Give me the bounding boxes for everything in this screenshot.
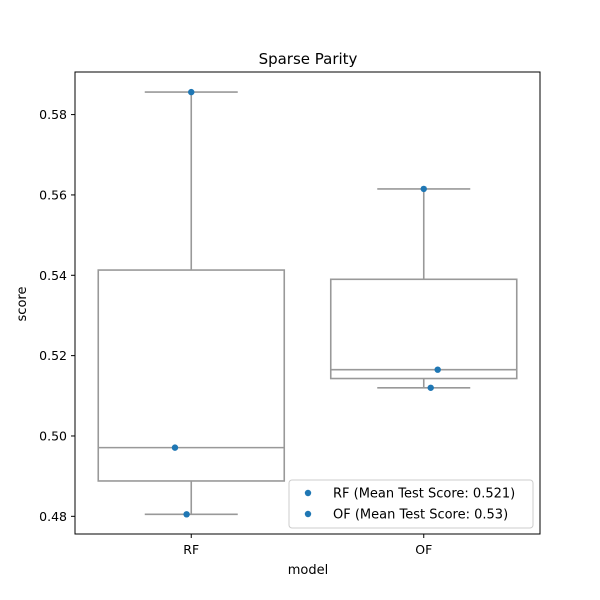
- data-point-rf-1: [171, 444, 179, 451]
- x-tick-label-rf: RF: [183, 542, 199, 557]
- x-axis-label: model: [288, 563, 328, 578]
- y-tick-label: 0.50: [39, 428, 67, 443]
- y-tick-label: 0.54: [39, 268, 67, 283]
- box-of: [329, 278, 518, 380]
- box-rf: [97, 269, 286, 482]
- data-point-of-4: [434, 366, 441, 373]
- y-tick-label: 0.56: [39, 187, 67, 202]
- chart-title: Sparse Parity: [259, 50, 358, 68]
- y-axis-label: score: [15, 287, 30, 322]
- plot-area-frame: [74, 71, 541, 535]
- legend-marker-of: [304, 510, 312, 518]
- legend-label-rf: RF (Mean Test Score: 0.521): [333, 487, 515, 502]
- x-tick-label-of: OF: [415, 542, 432, 557]
- legend-frame: [288, 479, 534, 529]
- x-axis-ticks: RF OF: [183, 534, 432, 557]
- legend-label-of: OF (Mean Test Score: 0.53): [333, 508, 508, 523]
- y-tick-label: 0.58: [39, 107, 67, 122]
- legend: RF (Mean Test Score: 0.521) OF (Mean Tes…: [288, 479, 534, 529]
- data-point-of-5: [427, 384, 434, 391]
- y-tick-label: 0.48: [39, 509, 67, 524]
- y-tick-label: 0.52: [39, 348, 67, 363]
- boxes-layer: [97, 91, 518, 516]
- y-axis-ticks: 0.48 0.50 0.52 0.54 0.56 0.58: [39, 107, 75, 524]
- data-point-rf-2: [183, 511, 190, 518]
- points-layer: [171, 88, 441, 518]
- data-point-rf-0: [188, 88, 195, 96]
- legend-marker-rf: [304, 489, 312, 497]
- data-point-of-3: [420, 185, 427, 193]
